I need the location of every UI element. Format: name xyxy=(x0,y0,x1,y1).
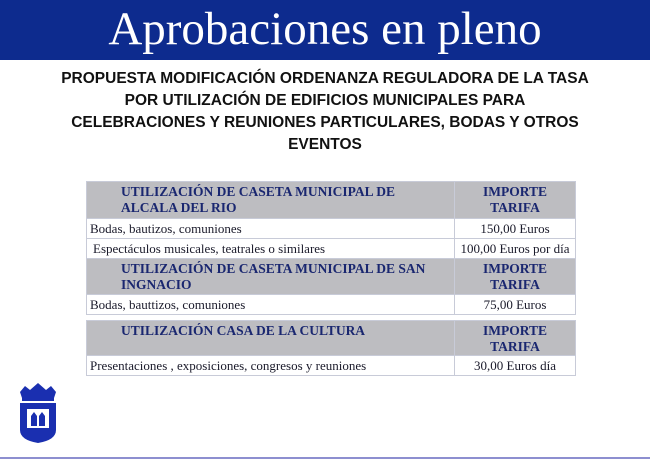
concept-cell: Bodas, bauttizos, comuniones xyxy=(86,294,455,315)
page-title: Aprobaciones en pleno xyxy=(108,3,542,55)
concept-cell: Espectáculos musicales, teatrales o simi… xyxy=(86,238,455,259)
table-header: UTILIZACIÓN CASA DE LA CULTURA xyxy=(86,320,455,356)
tariff-table-alcala: UTILIZACIÓN DE CASETA MUNICIPAL DE ALCAL… xyxy=(86,181,576,315)
price-cell: 100,00 Euros por día xyxy=(454,238,576,259)
price-header: IMPORTE TARIFA xyxy=(454,320,576,356)
tariff-table-cultura: UTILIZACIÓN CASA DE LA CULTURA IMPORTE TA… xyxy=(86,320,576,376)
table-row: Presentaciones , exposiciones, congresos… xyxy=(86,355,576,376)
table-header: UTILIZACIÓN DE CASETA MUNICIPAL DE ALCAL… xyxy=(86,181,455,219)
table-row: Bodas, bautizos, comuniones 150,00 Euros xyxy=(86,218,576,239)
table-header: UTILIZACIÓN DE CASETA MUNICIPAL DE SAN I… xyxy=(86,258,455,295)
title-banner: Aprobaciones en pleno xyxy=(0,0,650,60)
price-header: IMPORTE TARIFA xyxy=(454,181,576,219)
price-header: IMPORTE TARIFA xyxy=(454,258,576,295)
price-cell: 150,00 Euros xyxy=(454,218,576,239)
price-cell: 75,00 Euros xyxy=(454,294,576,315)
table-row: Bodas, bauttizos, comuniones 75,00 Euros xyxy=(86,294,576,315)
bottom-divider xyxy=(0,457,650,459)
coat-of-arms-logo xyxy=(20,383,56,443)
document-subtitle: PROPUESTA MODIFICACIÓN ORDENANZA REGULAD… xyxy=(61,70,589,153)
concept-cell: Presentaciones , exposiciones, congresos… xyxy=(86,355,455,376)
concept-cell: Bodas, bautizos, comuniones xyxy=(86,218,455,239)
price-cell: 30,00 Euros día xyxy=(454,355,576,376)
table-row: Espectáculos musicales, teatrales o simi… xyxy=(86,238,576,259)
